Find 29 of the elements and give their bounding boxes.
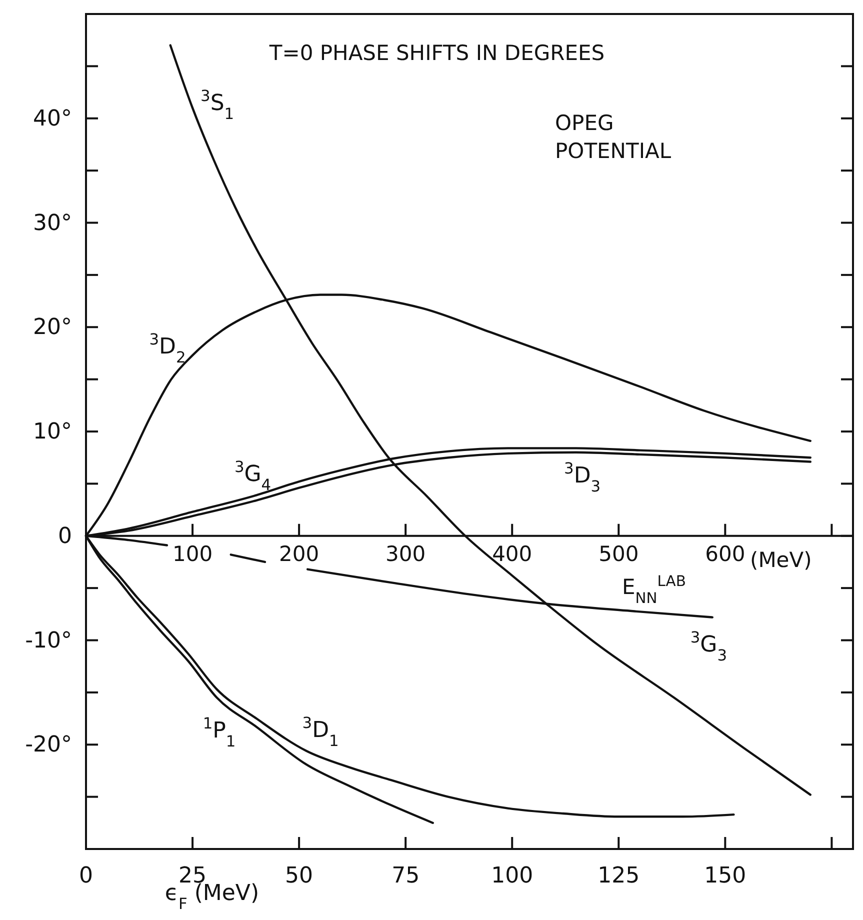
- series-label: $^{1}$P$_{1}$: [202, 714, 236, 751]
- y-tick-label: 20°: [33, 315, 72, 340]
- x2-tick-label: 600: [705, 542, 746, 566]
- series-label: $^{3}$G$_{4}$: [234, 458, 272, 494]
- x2-tick-label: 500: [598, 542, 639, 566]
- series-label: $^{3}$D$_{1}$: [302, 714, 339, 750]
- x-tick-label: 50: [285, 864, 314, 889]
- series-label: $^{3}$G$_{3}$: [690, 628, 728, 664]
- text: T=0 PHASE SHIFTS IN DEGREES: [268, 41, 605, 65]
- series-label: $^{3}$D$_{3}$: [564, 459, 601, 496]
- annotation: OPEG POTENTIAL: [555, 111, 672, 163]
- series-label: $^{3}$S$_{1}$: [200, 86, 234, 123]
- x-tick-label: 75: [392, 864, 420, 889]
- y-tick-label: 0: [58, 524, 72, 549]
- y-tick-label: -10°: [25, 628, 72, 654]
- x2-tick-label: 400: [492, 542, 532, 566]
- series-label: $^{3}$D$_{2}$: [149, 330, 186, 366]
- x2-axis-title: (MeV): [750, 548, 812, 572]
- x-tick-label: 0: [79, 864, 93, 889]
- x-tick-label: 125: [598, 864, 640, 889]
- y-tick-label: 30°: [33, 210, 72, 236]
- y-tick-label: -20°: [25, 732, 72, 758]
- x2-tick-label: 200: [279, 542, 320, 566]
- x2-tick-label: 300: [386, 542, 426, 566]
- y-tick-label: 10°: [33, 420, 72, 445]
- y-tick-label: 40°: [33, 106, 72, 132]
- x-tick-label: 100: [491, 864, 534, 889]
- x-tick-label: 150: [704, 864, 746, 889]
- x2-tick-label: 100: [172, 542, 213, 566]
